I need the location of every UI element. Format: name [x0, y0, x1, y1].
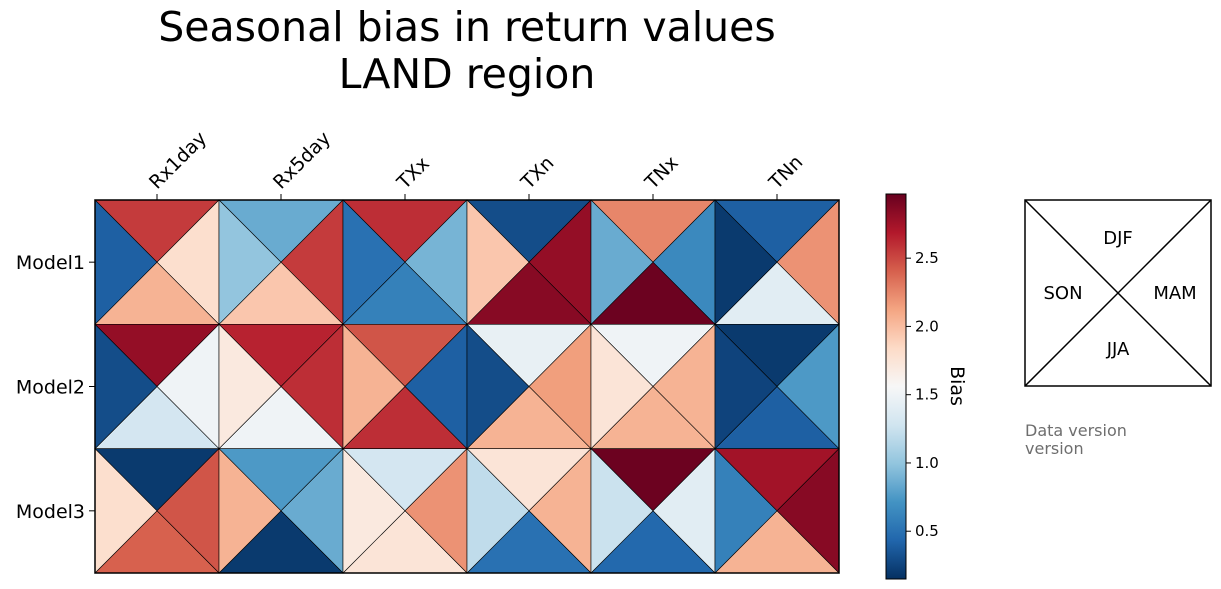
- cell-model2-tnx-son: [590, 323, 654, 450]
- cell-model1-tnx-son: [590, 199, 654, 326]
- column-label: TNx: [640, 152, 682, 194]
- colorbar-tick-label: 2.5: [915, 249, 939, 267]
- cell-model1-txn-son: [466, 199, 530, 326]
- heatmap-frame: [94, 199, 840, 574]
- cell-model3-txn-son: [466, 447, 530, 574]
- data-version-note: Data version version: [1025, 422, 1127, 458]
- column-label: TXn: [516, 152, 558, 194]
- heatmap-cells: [94, 199, 840, 574]
- cell-model3-rx5day-son: [218, 447, 282, 574]
- cell-model1-rx5day-son: [218, 199, 282, 326]
- colorbar-tick-label: 1.0: [915, 454, 939, 472]
- cell-model2-txn-son: [466, 323, 530, 450]
- colorbar-ticks: 0.5 1.0 1.5 2.0 2.5: [906, 249, 939, 540]
- season-legend: DJF MAM JJA SON: [1024, 199, 1212, 387]
- cell-model3-tnn-son: [714, 447, 778, 574]
- cell-model2-txx-son: [342, 323, 406, 450]
- colorbar: 0.5 1.0 1.5 2.0 2.5 Bias: [885, 193, 968, 580]
- season-legend-diagonal: [1024, 199, 1212, 387]
- cell-model1-tnn-son: [714, 199, 778, 326]
- cell-model2-rx5day-son: [218, 323, 282, 450]
- season-legend-djf: DJF: [1103, 228, 1133, 249]
- colorbar-tick-label: 2.0: [915, 317, 939, 335]
- cell-model2-tnn-son: [714, 323, 778, 450]
- colorbar-bar: [885, 193, 907, 580]
- data-version-line-2: version: [1025, 439, 1084, 458]
- row-label: Model1: [16, 252, 85, 274]
- chart-title: Seasonal bias in return values LAND regi…: [158, 3, 775, 98]
- colorbar-label: Bias: [946, 366, 968, 406]
- chart-title-line-2: LAND region: [339, 50, 596, 98]
- chart-title-line-1: Seasonal bias in return values: [158, 3, 775, 51]
- data-version-line-1: Data version: [1025, 421, 1127, 440]
- season-legend-jja: JJA: [1106, 339, 1130, 360]
- row-labels: Model1 Model2 Model3: [16, 252, 95, 523]
- cell-model1-txx-son: [342, 199, 406, 326]
- column-label: Rx1day: [145, 127, 211, 193]
- season-legend-mam: MAM: [1153, 283, 1196, 304]
- row-label: Model2: [16, 376, 85, 398]
- column-label: TXx: [392, 153, 434, 195]
- column-label: TNn: [764, 151, 807, 194]
- season-legend-son: SON: [1043, 283, 1082, 304]
- cell-model3-tnx-son: [590, 447, 654, 574]
- column-label: Rx5day: [269, 127, 335, 193]
- colorbar-tick-label: 0.5: [915, 522, 939, 540]
- column-labels: Rx1day Rx5day TXx TXn TNx TNn: [145, 127, 807, 200]
- row-label: Model3: [16, 501, 85, 523]
- colorbar-tick-label: 1.5: [915, 386, 939, 404]
- cell-model3-txx-son: [342, 447, 406, 574]
